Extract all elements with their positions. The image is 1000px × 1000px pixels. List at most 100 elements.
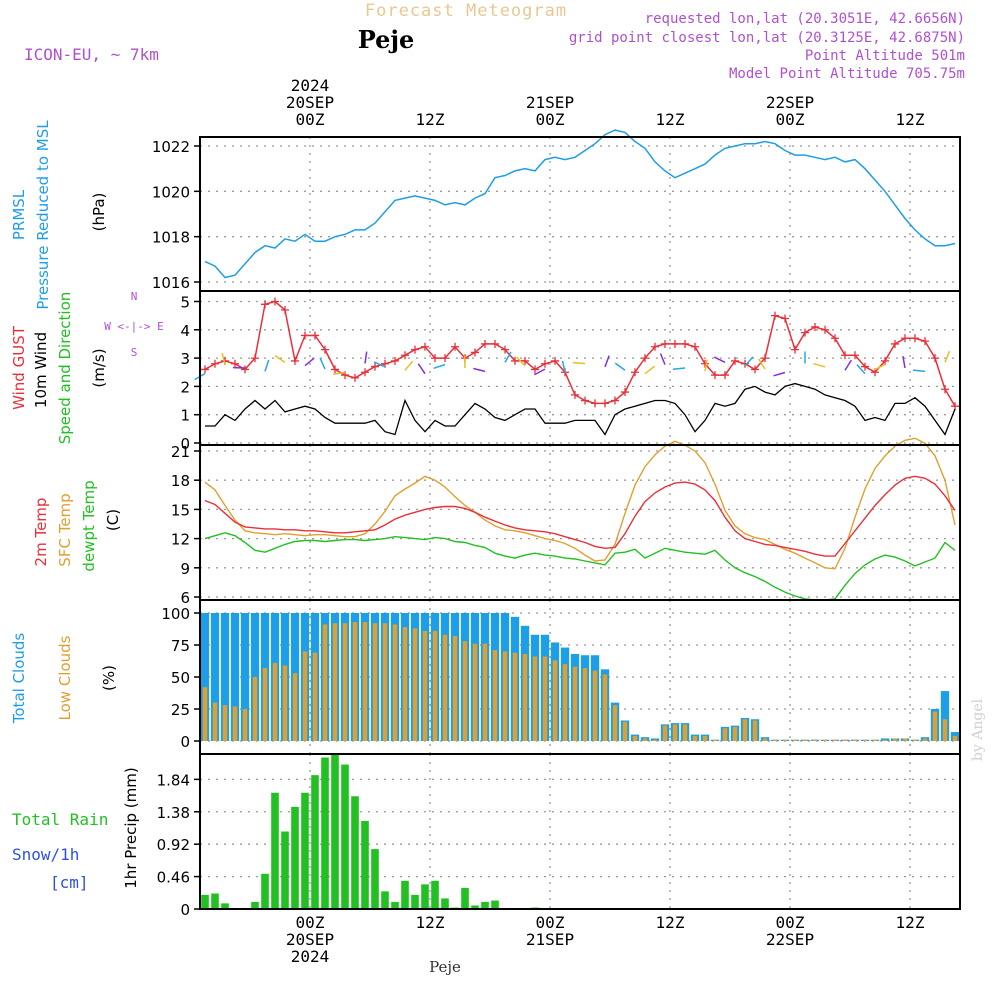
low-cloud-bar bbox=[662, 725, 668, 741]
wind-direction-arrow bbox=[744, 356, 754, 367]
place-name: Peje bbox=[358, 25, 415, 54]
total-cloud-bar bbox=[940, 691, 950, 741]
wind-direction-arrow bbox=[404, 360, 414, 371]
point-altitude: Point Altitude 501m bbox=[805, 48, 965, 64]
y-tick-label: 4 bbox=[180, 322, 190, 340]
y-tick-label: 1016 bbox=[152, 274, 190, 292]
y-tick-label: 1022 bbox=[152, 138, 190, 156]
gust-marker bbox=[411, 345, 419, 354]
gust-marker bbox=[421, 342, 429, 351]
gust-marker bbox=[851, 351, 859, 360]
gust-marker bbox=[291, 356, 299, 365]
low-cloud-bar bbox=[832, 739, 838, 741]
x-tick-label-bottom: 00Z bbox=[296, 913, 325, 932]
y-tick-label: 15 bbox=[171, 501, 190, 519]
gust-marker bbox=[581, 396, 589, 405]
wind-label-gust: Wind GUST bbox=[10, 325, 28, 410]
low-cloud-bar bbox=[302, 651, 308, 741]
x-tick-label-top: 00Z bbox=[776, 110, 805, 129]
low-cloud-bar bbox=[432, 630, 438, 741]
rain-bar bbox=[331, 754, 339, 909]
wind-direction-arrow bbox=[713, 356, 726, 364]
gust-marker bbox=[831, 334, 839, 343]
gust-marker bbox=[301, 331, 309, 340]
gust-marker bbox=[541, 359, 549, 368]
gust-marker bbox=[531, 365, 539, 374]
total-cloud-bar bbox=[220, 613, 230, 741]
wind-label-10m: 10m Wind bbox=[32, 332, 50, 408]
low-cloud-bar bbox=[262, 668, 268, 741]
rain-bar bbox=[221, 903, 229, 909]
low-cloud-bar bbox=[592, 670, 598, 741]
chart-title: Forecast Meteogram bbox=[365, 1, 567, 21]
requested-coords: requested lon,lat (20.3051E, 42.6656N) bbox=[645, 11, 965, 27]
low-cloud-bar bbox=[422, 630, 428, 741]
gust-marker bbox=[501, 345, 509, 354]
low-cloud-bar bbox=[692, 735, 698, 741]
low-cloud-bar bbox=[872, 739, 878, 741]
low-cloud-bar bbox=[322, 624, 328, 741]
precip-ylabel: 1hr Precip (mm) bbox=[122, 767, 140, 888]
rain-bar bbox=[481, 901, 489, 909]
wind-direction-arrow bbox=[274, 355, 286, 363]
low-cloud-bar bbox=[382, 623, 388, 741]
x-tick-label-bottom: 20SEP bbox=[286, 930, 334, 949]
y-tick-label: 1018 bbox=[152, 229, 190, 247]
rain-bar bbox=[391, 901, 399, 909]
low-cloud-bar bbox=[812, 739, 818, 741]
wind-direction-arrow bbox=[304, 357, 315, 367]
wind-direction-arrow bbox=[758, 358, 766, 370]
gust-marker bbox=[551, 356, 559, 365]
gust-marker bbox=[631, 368, 639, 377]
low-cloud-bar bbox=[622, 721, 628, 741]
watermark: by Angel bbox=[970, 698, 986, 761]
low-cloud-bar bbox=[672, 724, 678, 741]
low-cloud-bar bbox=[272, 662, 278, 741]
low-cloud-bar bbox=[372, 623, 378, 741]
precip-left-label: Snow/1h bbox=[12, 845, 79, 864]
x-tick-label-bottom: 12Z bbox=[896, 913, 925, 932]
wind-direction-arrow bbox=[672, 367, 686, 371]
low-cloud-bar bbox=[352, 621, 358, 741]
low-cloud-bar bbox=[572, 666, 578, 741]
rain-bar bbox=[321, 757, 329, 909]
gust-marker bbox=[261, 300, 269, 309]
wind-direction-arrow bbox=[333, 371, 346, 375]
y-tick-label: 100 bbox=[161, 605, 190, 623]
low-cloud-bar bbox=[452, 636, 458, 741]
rain-bar bbox=[211, 893, 219, 909]
gust-marker bbox=[781, 314, 789, 323]
panel-frame bbox=[199, 136, 961, 292]
y-tick-label: 50 bbox=[171, 669, 190, 687]
low-cloud-bar bbox=[522, 653, 528, 741]
low-cloud-bar bbox=[632, 735, 638, 741]
low-cloud-bar bbox=[412, 628, 418, 741]
total-cloud-bar bbox=[230, 613, 240, 741]
x-tick-label-bottom: 00Z bbox=[536, 913, 565, 932]
gust-marker bbox=[671, 339, 679, 348]
x-tick-label-bottom: 12Z bbox=[656, 913, 685, 932]
gust-marker bbox=[761, 354, 769, 363]
wind-direction-arrow bbox=[433, 363, 446, 370]
gust-marker bbox=[801, 328, 809, 337]
rain-bar bbox=[361, 820, 369, 909]
sfc-temp-line bbox=[204, 437, 956, 570]
low-cloud-bar bbox=[602, 674, 608, 741]
rain-bar bbox=[411, 894, 419, 909]
gust-marker bbox=[931, 354, 939, 363]
wind-direction-arrow bbox=[417, 363, 426, 375]
wind-direction-arrow bbox=[221, 352, 226, 365]
total-cloud-bar bbox=[200, 613, 210, 741]
clouds-label-low: Low Clouds bbox=[56, 635, 74, 720]
total-cloud-bar bbox=[210, 613, 220, 741]
rain-bar bbox=[201, 894, 209, 909]
x-tick-label-top: 12Z bbox=[896, 110, 925, 129]
low-cloud-bar bbox=[612, 705, 618, 741]
x-tick-label-top: 22SEP bbox=[766, 93, 814, 112]
gust-marker bbox=[651, 342, 659, 351]
footer-place: Peje bbox=[429, 958, 461, 976]
gust-marker bbox=[231, 359, 239, 368]
x-tick-label-bottom: 21SEP bbox=[526, 930, 574, 949]
low-cloud-bar bbox=[922, 738, 928, 741]
